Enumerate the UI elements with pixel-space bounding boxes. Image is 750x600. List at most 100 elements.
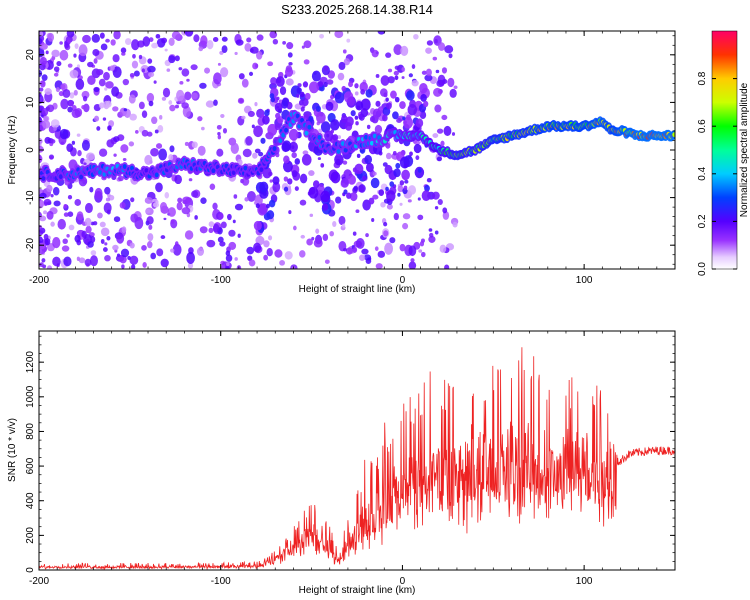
clutter-blob — [403, 116, 414, 129]
noise-blob — [401, 66, 406, 72]
noise-blob — [199, 226, 208, 234]
noise-blob — [342, 160, 348, 165]
clutter-blob — [266, 203, 270, 209]
noise-blob — [250, 46, 259, 54]
noise-blob — [191, 92, 198, 100]
noise-blob — [162, 87, 171, 98]
clutter-blob — [264, 109, 270, 117]
clutter-blob — [402, 175, 406, 180]
noise-blob — [384, 242, 393, 255]
noise-blob — [377, 250, 386, 258]
clutter-blob — [334, 91, 345, 104]
noise-blob — [228, 241, 237, 250]
noise-blob — [387, 68, 393, 73]
noise-blob — [217, 134, 222, 140]
noise-blob — [313, 238, 323, 248]
noise-blob — [221, 36, 228, 42]
noise-blob — [194, 215, 198, 220]
noise-blob — [124, 38, 132, 45]
noise-blob — [84, 217, 92, 227]
clutter-blob — [354, 83, 359, 89]
noise-blob — [155, 33, 161, 39]
noise-blob — [147, 241, 153, 249]
y-tick-label: -10 — [25, 190, 36, 205]
clutter-blob — [330, 171, 341, 184]
clutter-blob — [349, 192, 358, 202]
noise-blob — [52, 186, 60, 196]
noise-blob — [66, 143, 74, 152]
noise-blob — [43, 198, 52, 206]
noise-blob — [383, 230, 389, 237]
clutter-blob — [415, 118, 424, 128]
noise-blob — [62, 88, 71, 98]
noise-blob — [85, 202, 93, 214]
ridge-core — [211, 168, 216, 174]
clutter-blob — [294, 158, 301, 165]
noise-blob — [174, 55, 180, 62]
noise-blob — [399, 202, 403, 206]
noise-blob — [205, 100, 215, 108]
noise-blob — [82, 34, 91, 44]
clutter-blob — [315, 105, 321, 112]
noise-blob — [377, 31, 386, 35]
noise-blob — [168, 37, 175, 47]
noise-blob — [59, 49, 69, 61]
noise-blob — [254, 148, 261, 154]
clutter-blob — [421, 190, 431, 202]
clutter-blob — [322, 203, 329, 211]
clutter-blob — [364, 154, 373, 165]
noise-blob — [50, 119, 60, 128]
clutter-blob — [274, 102, 283, 113]
noise-blob — [44, 88, 52, 96]
noise-blob — [268, 235, 273, 241]
colorbar-tick-label: 0.6 — [697, 119, 708, 133]
noise-blob — [104, 254, 111, 262]
noise-blob — [121, 226, 127, 233]
clutter-blob — [324, 130, 334, 142]
noise-blob — [196, 247, 205, 256]
clutter-blob — [340, 177, 349, 188]
noise-blob — [42, 120, 51, 129]
noise-blob — [219, 241, 226, 247]
ridge-core — [340, 141, 345, 146]
noise-blob — [432, 191, 440, 200]
clutter-blob — [341, 85, 347, 92]
noise-blob — [167, 207, 176, 217]
x-tick-label: 0 — [400, 576, 406, 587]
noise-blob — [208, 221, 215, 228]
noise-blob — [39, 94, 44, 105]
noise-blob — [237, 97, 245, 104]
clutter-blob — [389, 181, 395, 187]
noise-blob — [216, 148, 224, 157]
noise-blob — [309, 213, 314, 217]
noise-blob — [141, 245, 147, 251]
clutter-blob — [283, 155, 290, 164]
noise-blob — [161, 96, 167, 101]
noise-blob — [411, 64, 416, 70]
noise-blob — [288, 210, 292, 215]
noise-blob — [142, 36, 151, 47]
noise-blob — [365, 233, 369, 238]
noise-blob — [220, 113, 225, 118]
noise-blob — [160, 201, 168, 212]
clutter-blob — [281, 100, 289, 109]
noise-blob — [190, 64, 198, 71]
noise-blob — [228, 229, 236, 237]
noise-blob — [159, 115, 163, 120]
noise-blob — [69, 92, 75, 99]
noise-blob — [342, 49, 347, 54]
clutter-blob — [401, 169, 410, 181]
noise-blob — [248, 71, 254, 77]
noise-blob — [50, 221, 55, 227]
noise-blob — [112, 66, 122, 78]
noise-blob — [332, 221, 337, 227]
clutter-blob — [302, 81, 309, 88]
clutter-blob — [291, 170, 298, 178]
noise-blob — [92, 48, 100, 56]
ridge-core — [317, 134, 322, 140]
noise-blob — [81, 230, 87, 238]
clutter-blob — [355, 100, 364, 111]
noise-blob — [435, 69, 440, 74]
noise-blob — [383, 221, 388, 227]
